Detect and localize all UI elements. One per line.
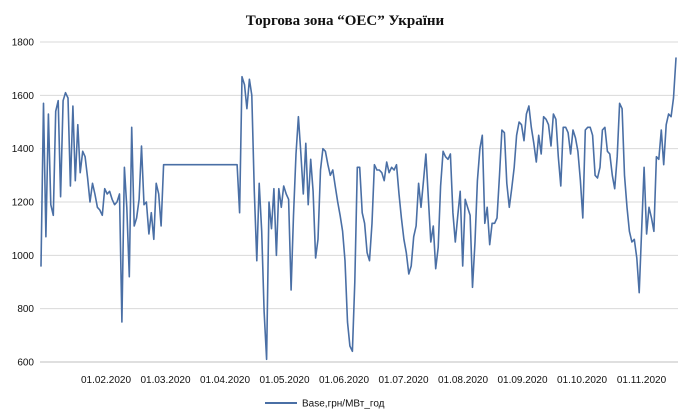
y-tick-label: 600 (17, 358, 34, 369)
y-tick-label: 1200 (12, 198, 35, 209)
x-tick-label: 01.04.2020 (200, 375, 250, 386)
y-tick-label: 800 (17, 304, 34, 315)
y-tick-label: 1600 (12, 91, 35, 102)
x-tick-label: 01.07.2020 (378, 375, 428, 386)
y-tick-label: 1400 (12, 144, 35, 155)
chart-title: Торгова зона “ОЕС” України (246, 13, 445, 29)
x-tick-label: 01.08.2020 (438, 375, 488, 386)
x-tick-label: 01.11.2020 (617, 375, 667, 386)
series-line (40, 57, 677, 361)
legend: Base,грн/МВт_год (265, 399, 385, 410)
x-tick-label: 01.09.2020 (497, 375, 547, 386)
y-tick-label: 1000 (12, 251, 35, 262)
x-tick-label: 01.03.2020 (140, 375, 190, 386)
series-layer (40, 57, 677, 361)
x-axis-tick-labels: 01.02.2020 01.03.2020 01.04.2020 01.05.2020… (81, 375, 667, 386)
y-axis-tick-labels: 600 800 1000 1200 1400 1600 1800 (12, 38, 35, 369)
legend-label: Base,грн/МВт_год (302, 399, 385, 410)
x-tick-label: 01.02.2020 (81, 375, 131, 386)
x-tick-label: 01.05.2020 (259, 375, 309, 386)
y-tick-label: 1800 (12, 38, 35, 49)
x-tick-label: 01.10.2020 (557, 375, 607, 386)
x-tick-label: 01.06.2020 (319, 375, 369, 386)
